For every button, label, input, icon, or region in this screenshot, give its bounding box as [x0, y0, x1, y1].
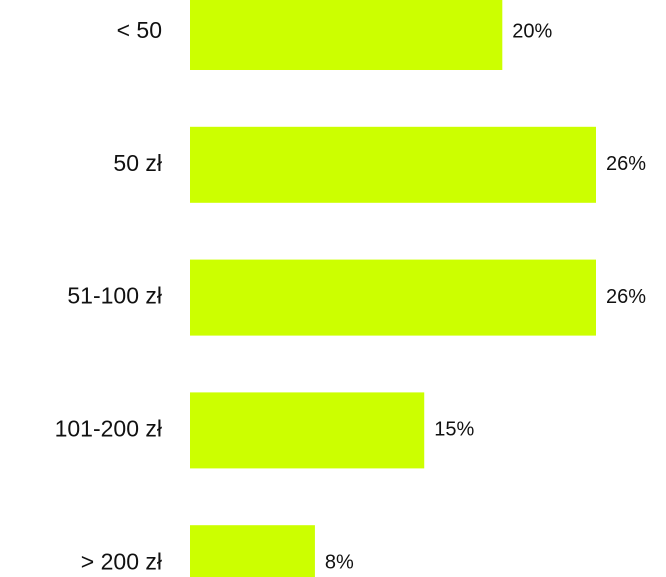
- value-label: 20%: [512, 20, 552, 42]
- category-label: 101-200 zł: [55, 415, 162, 441]
- bar: [190, 0, 503, 70]
- category-label: < 50: [117, 17, 162, 43]
- bar: [190, 126, 596, 203]
- value-label: 26%: [606, 286, 646, 308]
- bar: [190, 525, 315, 577]
- value-label: 26%: [606, 153, 646, 175]
- bar: [190, 259, 596, 336]
- category-label: 50 zł: [113, 150, 162, 176]
- category-label: > 200 zł: [81, 548, 162, 574]
- value-label: 15%: [434, 419, 474, 441]
- bar: [190, 392, 425, 469]
- value-label: 8%: [325, 551, 354, 573]
- category-label: 51-100 zł: [67, 283, 162, 309]
